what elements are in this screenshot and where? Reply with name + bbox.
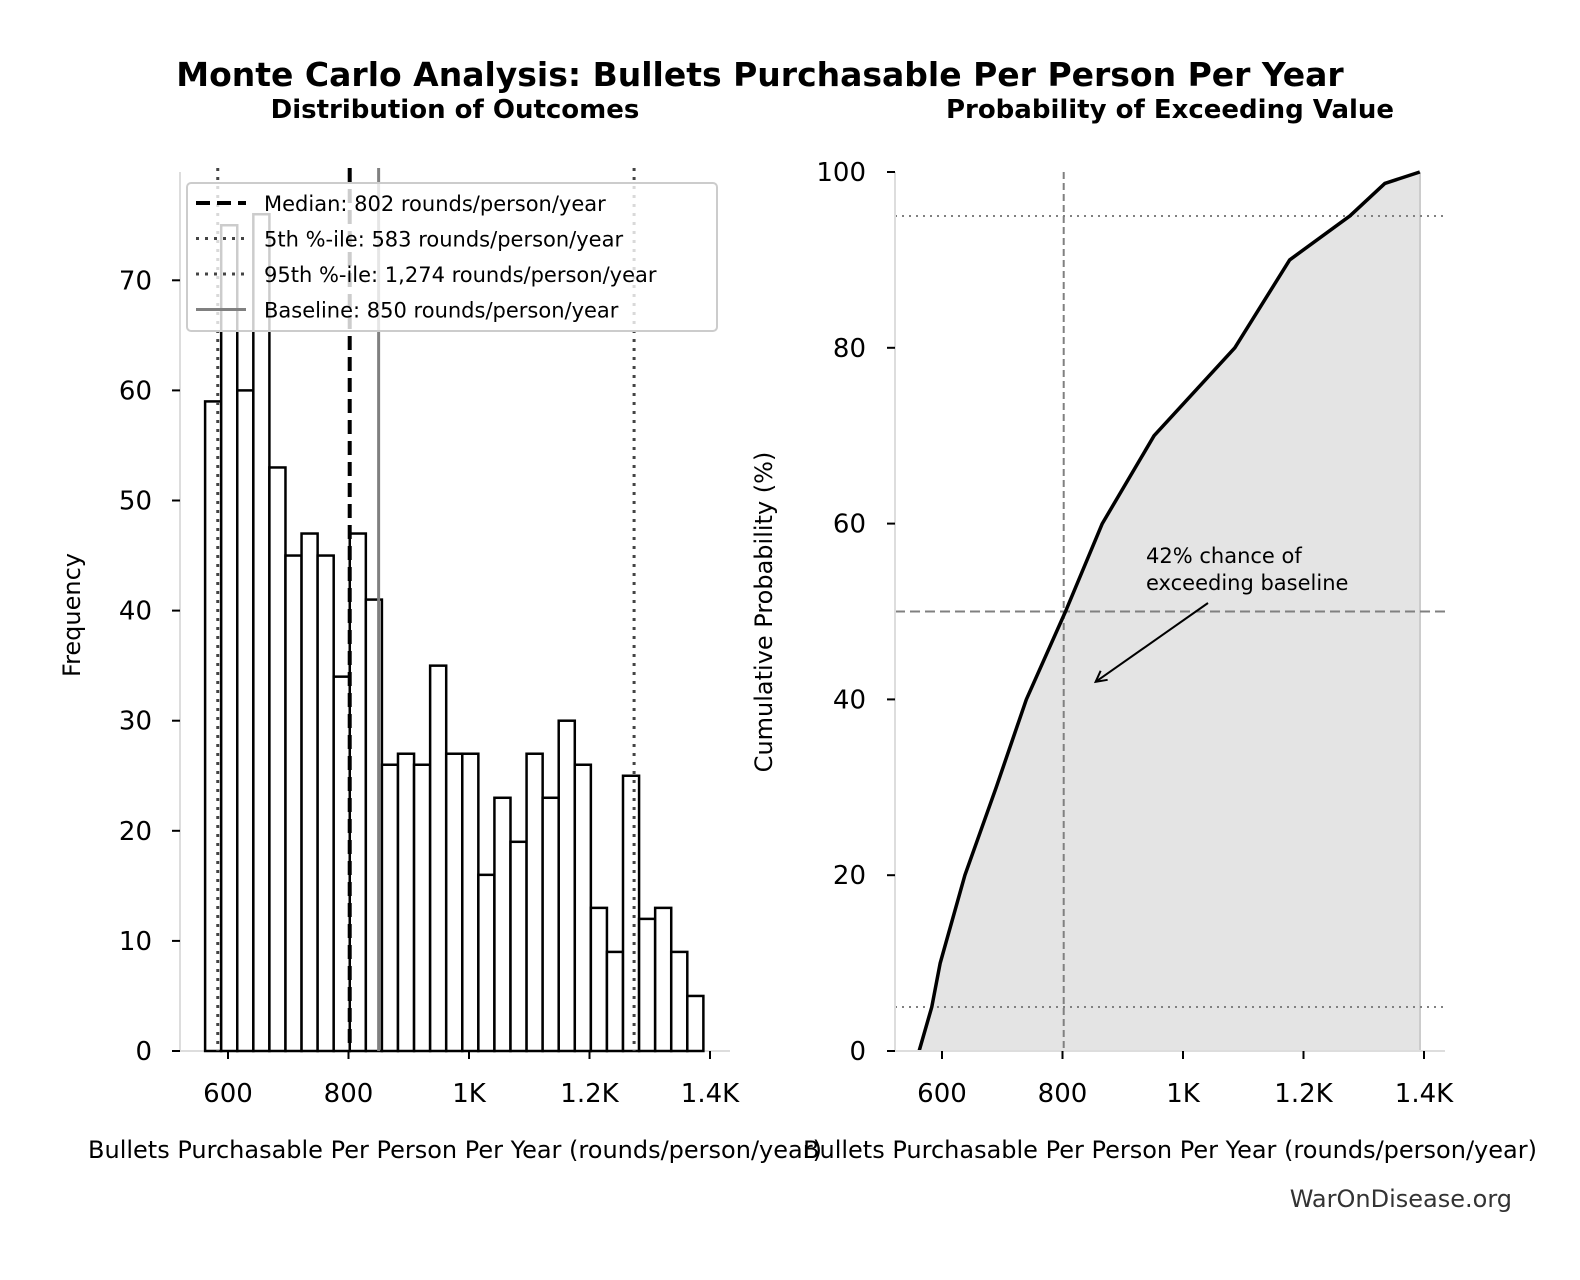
annotation-line2: exceeding baseline	[1146, 571, 1348, 595]
histogram-bar	[268, 466, 287, 1053]
y-tick-label: 60	[119, 376, 152, 406]
histogram-bar	[396, 752, 416, 1053]
legend-entry: Baseline: 850 rounds/person/year	[264, 299, 619, 323]
left-xlabel: Bullets Purchasable Per Person Per Year …	[88, 1136, 822, 1164]
histogram-bar	[477, 873, 496, 1053]
left-title: Distribution of Outcomes	[271, 95, 640, 125]
left-ylabel: Frequency	[58, 553, 86, 677]
y-tick-label: 100	[816, 158, 866, 188]
cdf-line	[917, 170, 1421, 1052]
annotation-arrow	[1095, 602, 1209, 683]
histogram-bar	[348, 532, 368, 1053]
legend-entry: Median: 802 rounds/person/year	[264, 192, 606, 216]
x-tick-label: 600	[203, 1079, 253, 1109]
y-tick-label: 40	[833, 685, 866, 715]
histogram-bar	[573, 763, 593, 1053]
right-xlabel: Bullets Purchasable Per Person Per Year …	[803, 1136, 1537, 1164]
histogram-bar	[686, 994, 705, 1053]
legend-entry: 5th %-ile: 583 rounds/person/year	[264, 228, 623, 252]
histogram-bar	[236, 389, 255, 1053]
histogram-bar	[621, 774, 641, 1053]
y-tick-label: 0	[849, 1037, 866, 1067]
y-tick-label: 40	[119, 597, 152, 627]
x-tick-label: 1.4K	[1395, 1079, 1454, 1109]
histogram-bar	[219, 224, 239, 1053]
histogram-bar	[605, 950, 625, 1053]
legend-entry: 95th %-ile: 1,274 rounds/person/year	[264, 263, 657, 287]
histogram-bar	[412, 763, 432, 1053]
x-tick-label: 600	[917, 1079, 967, 1109]
x-tick-label: 1.2K	[1274, 1079, 1333, 1109]
histogram-bar	[300, 532, 319, 1053]
right-title: Probability of Exceeding Value	[946, 95, 1394, 125]
y-tick-label: 80	[833, 334, 866, 364]
histogram-bar	[380, 763, 400, 1053]
x-tick-label: 1K	[1166, 1079, 1201, 1109]
y-tick-label: 30	[119, 707, 152, 737]
y-tick-label: 10	[119, 927, 152, 957]
annotation-line1: 42% chance of	[1146, 544, 1302, 568]
histogram-bar	[589, 906, 609, 1053]
histogram-bar	[541, 796, 560, 1053]
x-tick-label: 1.4K	[681, 1079, 740, 1109]
legend: Median: 802 rounds/person/year 5th %-ile:…	[186, 182, 718, 332]
histogram-bar	[461, 752, 480, 1053]
histogram-bar	[669, 950, 689, 1053]
histogram-bar	[653, 906, 673, 1053]
y-tick-label: 50	[119, 487, 152, 517]
x-tick-label: 800	[324, 1079, 374, 1109]
histogram-bar	[316, 554, 335, 1053]
y-tick-label: 70	[119, 266, 152, 296]
y-tick-label: 20	[119, 817, 152, 847]
histogram-bar	[284, 554, 303, 1053]
y-tick-label: 60	[833, 510, 866, 540]
figure-title: Monte Carlo Analysis: Bullets Purchasabl…	[176, 55, 1344, 94]
y-tick-label: 0	[135, 1037, 152, 1067]
histogram-bar	[637, 917, 657, 1053]
histogram-bar	[332, 675, 352, 1053]
histogram-bar	[444, 752, 464, 1053]
x-tick-label: 800	[1038, 1079, 1088, 1109]
y-tick-label: 20	[833, 861, 866, 891]
histogram-bar	[509, 840, 528, 1053]
x-tick-label: 1.2K	[560, 1079, 619, 1109]
histogram-bar	[525, 752, 544, 1053]
histogram-bar	[428, 664, 448, 1053]
right-ylabel: Cumulative Probability (%)	[750, 452, 778, 773]
x-tick-label: 1K	[452, 1079, 487, 1109]
histogram-bar	[252, 212, 271, 1053]
histogram-bar	[493, 796, 512, 1053]
watermark: WarOnDisease.org	[1290, 1185, 1512, 1213]
arrow-head-icon	[1093, 670, 1108, 684]
histogram-bar	[557, 719, 577, 1053]
